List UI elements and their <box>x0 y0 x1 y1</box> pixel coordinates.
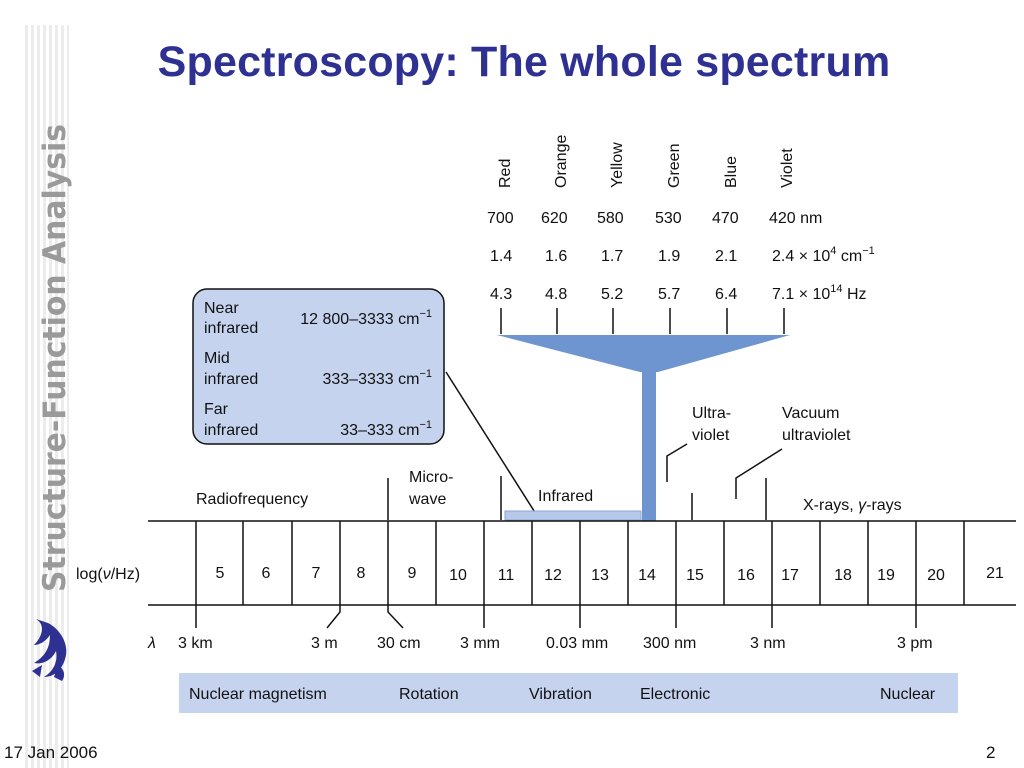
wavelength-3pm: 3 pm <box>897 635 933 652</box>
color-red: Red <box>497 159 514 188</box>
visible-frequency-violet: 7.1 × 1014 Hz <box>772 283 867 303</box>
scale-tick-9: 9 <box>408 565 417 582</box>
visible-wavenumber-green: 1.9 <box>658 248 680 265</box>
wavelength-300nm: 300 nm <box>643 635 696 652</box>
sidebar-title: Structure-Function Analysis <box>10 120 78 600</box>
scale-tick-15: 15 <box>686 567 704 584</box>
visible-frequency-green: 5.7 <box>658 286 680 303</box>
region-uv-1: Ultra- <box>692 405 731 422</box>
page-title: Spectroscopy: The whole spectrum <box>157 38 891 86</box>
scale-tick-11: 11 <box>498 567 515 584</box>
near-ir-label-2: infrared <box>204 320 258 337</box>
color-yellow: Yellow <box>609 142 626 188</box>
scale-tick-7: 7 <box>312 565 321 582</box>
page-number: 2 <box>986 743 996 762</box>
region-uv-2: violet <box>692 427 730 444</box>
visible-wavenumber-violet: 2.4 × 104 cm−1 <box>772 245 875 265</box>
process-electronic: Electronic <box>640 686 710 703</box>
region-microwave-2: wave <box>408 491 446 508</box>
visible-funnel <box>497 335 790 521</box>
wavelength-30cm: 30 cm <box>377 635 421 652</box>
region-vuv-1: Vacuum <box>782 405 840 422</box>
far-ir-label-2: infrared <box>204 422 258 439</box>
scale-tick-19: 19 <box>877 567 895 584</box>
wavelength-3mm: 3 mm <box>460 635 500 652</box>
infrared-callout: Near infrared 12 800–3333 cm−1 Mid infra… <box>192 288 537 515</box>
visible-frequency-yellow: 5.2 <box>601 286 623 303</box>
visible-frequency-orange: 4.8 <box>545 286 567 303</box>
far-ir-range: 33–333 cm−1 <box>340 419 432 439</box>
visible-frequency-blue: 6.4 <box>715 286 737 303</box>
mid-ir-label-1: Mid <box>204 350 230 367</box>
region-vuv-2: ultraviolet <box>782 427 851 444</box>
scale-tick-21: 21 <box>986 565 1004 582</box>
process-vibration: Vibration <box>529 686 592 703</box>
wavelength-pointers <box>195 605 917 629</box>
scale-tick-13: 13 <box>591 567 609 584</box>
scale-tick-5: 5 <box>216 565 225 582</box>
university-crest-icon <box>26 615 74 685</box>
region-radiofrequency: Radiofrequency <box>196 491 308 508</box>
wavelength-0-03mm: 0.03 mm <box>546 635 608 652</box>
near-ir-label-1: Near <box>204 300 239 317</box>
process-nuclear: Nuclear <box>880 686 936 703</box>
region-infrared: Infrared <box>538 488 593 505</box>
visible-wavelength-yellow: 580 <box>597 210 624 227</box>
sidebar-title-text: Structure-Function Analysis <box>37 124 73 592</box>
far-ir-label-1: Far <box>204 401 229 418</box>
scale-tick-16: 16 <box>737 567 755 584</box>
mid-ir-label-2: infrared <box>204 371 258 388</box>
process-nuclear-magnetism: Nuclear magnetism <box>189 686 327 703</box>
visible-wavelength-orange: 620 <box>541 210 568 227</box>
color-violet: Violet <box>779 148 796 188</box>
color-green: Green <box>666 144 683 188</box>
visible-wavelength-blue: 470 <box>712 210 739 227</box>
wavelength-3km: 3 km <box>178 635 213 652</box>
scale-tick-14: 14 <box>638 567 656 584</box>
visible-ticks <box>500 308 785 334</box>
process-bar <box>179 673 958 713</box>
wavelength-3nm: 3 nm <box>750 635 786 652</box>
visible-wavenumber-red: 1.4 <box>490 248 512 265</box>
scale-tick-20: 20 <box>927 567 945 584</box>
lambda-symbol: λ <box>147 635 156 652</box>
log-frequency-scale: log(ν/Hz) 5 6 7 8 9 10 11 12 13 14 15 16… <box>76 520 1016 606</box>
scale-tick-17: 17 <box>781 567 799 584</box>
process-rotation: Rotation <box>399 686 459 703</box>
scale-tick-6: 6 <box>262 565 271 582</box>
near-ir-range: 12 800–3333 cm−1 <box>300 308 432 328</box>
visible-frequency-red: 4.3 <box>490 286 512 303</box>
region-boundaries <box>387 443 783 520</box>
footer-date: 17 Jan 2006 <box>4 743 98 762</box>
scale-tick-10: 10 <box>449 567 467 584</box>
mid-ir-range: 333–3333 cm−1 <box>322 368 432 388</box>
region-microwave-1: Micro- <box>409 469 453 486</box>
region-xray-gamma: X-rays, γ-rays <box>803 497 902 514</box>
visible-wavelength-red: 700 <box>487 210 514 227</box>
scale-tick-18: 18 <box>834 567 852 584</box>
color-orange: Orange <box>553 135 570 188</box>
infrared-band <box>504 510 642 521</box>
wavelength-3m: 3 m <box>311 635 338 652</box>
scale-tick-12: 12 <box>544 567 562 584</box>
visible-wavelength-violet: 420 nm <box>769 210 822 227</box>
visible-wavelength-green: 530 <box>655 210 682 227</box>
color-blue: Blue <box>723 156 740 188</box>
scale-label: log(ν/Hz) <box>76 566 140 583</box>
visible-wavenumber-orange: 1.6 <box>545 248 567 265</box>
scale-tick-8: 8 <box>357 565 366 582</box>
visible-wavenumber-blue: 2.1 <box>715 248 737 265</box>
visible-wavenumber-yellow: 1.7 <box>601 248 623 265</box>
